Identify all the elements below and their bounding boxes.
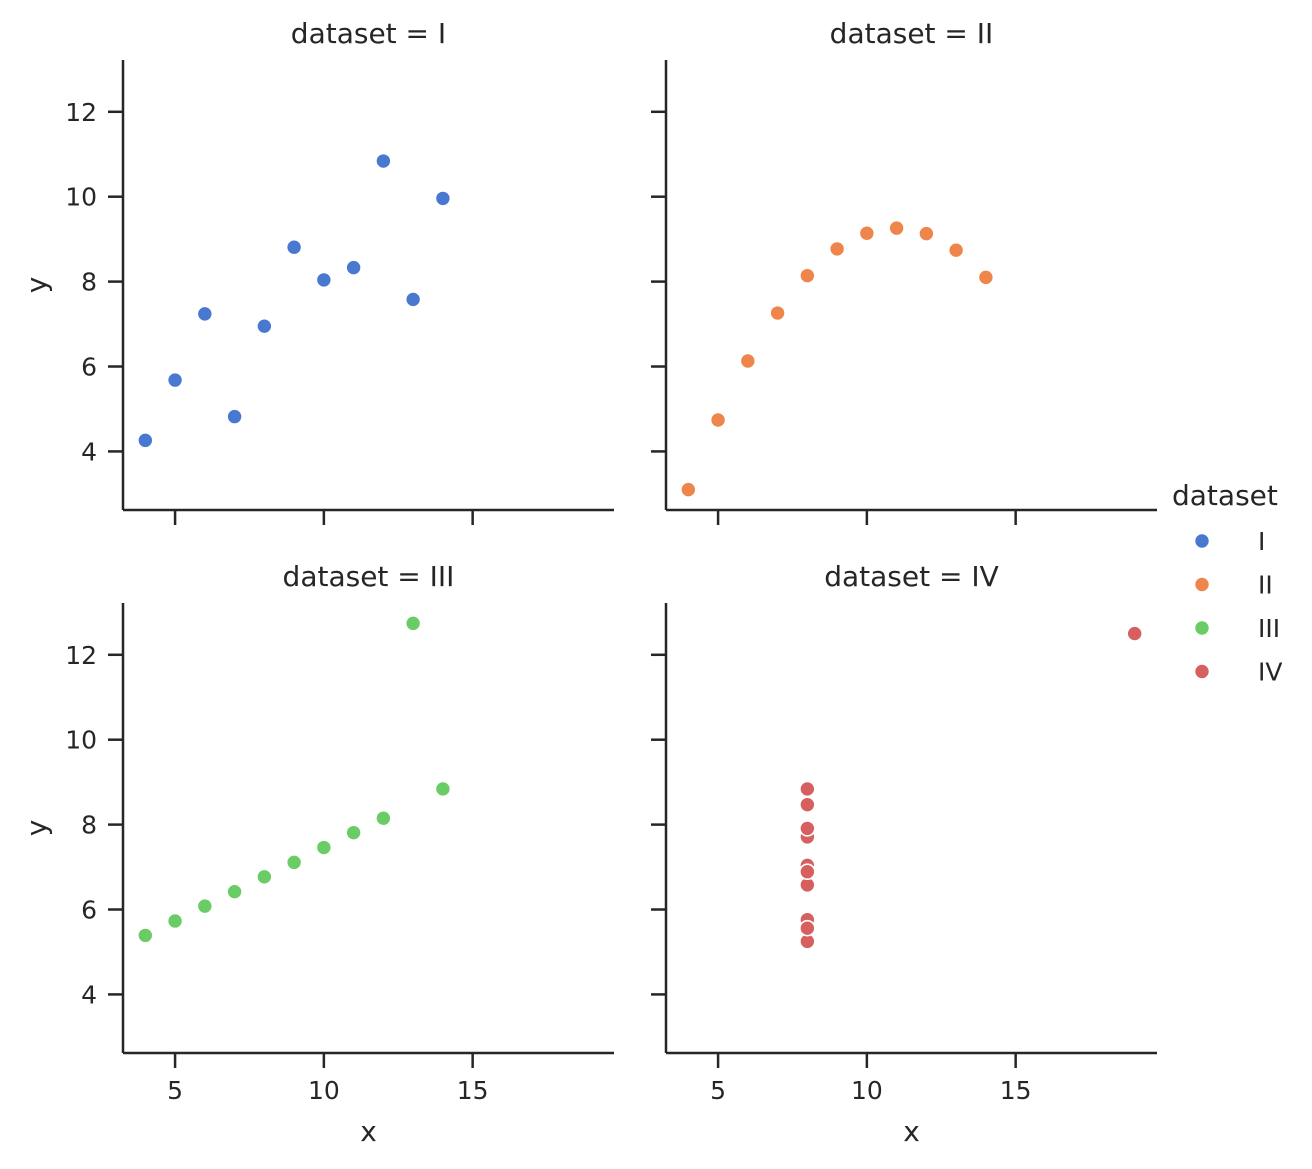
data-point-III — [226, 883, 243, 900]
data-point-II — [918, 225, 935, 242]
data-point-I — [226, 408, 243, 425]
data-point-III — [196, 897, 214, 915]
data-point-III — [434, 780, 452, 798]
data-point-II — [858, 224, 876, 242]
y-tick-label: 8 — [81, 811, 97, 840]
y-tick-label: 12 — [65, 641, 97, 670]
data-point-II — [828, 240, 846, 258]
panel-title: dataset = IV — [824, 560, 999, 593]
data-point-IV — [799, 863, 816, 881]
legend-label: II — [1258, 571, 1273, 600]
data-point-I — [137, 432, 154, 449]
data-point-III — [345, 824, 362, 841]
data-point-I — [404, 291, 422, 308]
data-point-I — [345, 259, 362, 276]
data-point-I — [285, 238, 303, 256]
data-point-II — [947, 241, 965, 259]
data-point-III — [256, 868, 273, 886]
legend-marker-II — [1193, 576, 1211, 593]
y-tick-label: 10 — [65, 183, 97, 212]
data-point-I — [196, 305, 214, 323]
y-tick-label: 10 — [65, 726, 97, 755]
data-point-I — [256, 317, 273, 335]
x-tick-label: 5 — [710, 1076, 726, 1105]
y-tick-label: 12 — [65, 98, 97, 127]
data-point-I — [434, 190, 452, 207]
data-point-I — [315, 271, 333, 289]
data-point-II — [769, 304, 786, 322]
facet-panel-4: dataset = IV 5 10 15 x — [651, 560, 1157, 1148]
data-point-III — [315, 839, 333, 856]
facet-panel-2: dataset = II — [651, 17, 1157, 525]
data-point-I — [375, 152, 392, 170]
y-axis-label: y — [20, 820, 53, 837]
data-point-II — [799, 267, 816, 284]
legend-marker-IV — [1193, 663, 1211, 680]
data-point-II — [709, 411, 727, 429]
data-point-III — [404, 615, 422, 632]
data-point-II — [680, 481, 697, 498]
data-point-I — [166, 371, 184, 389]
data-point-IV — [799, 796, 816, 813]
data-point-III — [137, 927, 154, 944]
facet-panel-3: dataset = III 4 6 8 10 12 5 10 15 y x — [20, 560, 614, 1148]
y-tick-label: 6 — [81, 353, 97, 382]
x-axis-label: x — [360, 1115, 377, 1148]
legend-marker-I — [1193, 532, 1211, 550]
x-tick-label: 10 — [851, 1076, 883, 1105]
data-point-II — [739, 352, 757, 370]
data-point-III — [375, 809, 392, 827]
y-tick-label: 8 — [81, 268, 97, 297]
x-tick-label: 15 — [457, 1076, 489, 1105]
y-tick-label: 4 — [81, 437, 97, 466]
data-point-IV — [799, 780, 816, 798]
data-point-III — [166, 912, 184, 930]
data-point-IV — [1126, 625, 1143, 642]
legend-title: dataset — [1172, 479, 1278, 512]
y-axis-label: y — [20, 277, 53, 294]
facet-panel-1: dataset = I 4 6 8 10 12 y — [20, 17, 614, 525]
y-tick-label: 4 — [81, 980, 97, 1009]
panel-title: dataset = III — [283, 560, 455, 593]
legend-marker-III — [1193, 619, 1211, 637]
x-tick-label: 15 — [1000, 1076, 1032, 1105]
data-point-II — [888, 219, 905, 237]
legend-label: I — [1258, 527, 1265, 556]
data-point-IV — [799, 919, 816, 937]
data-point-IV — [799, 820, 816, 837]
x-axis-label: x — [903, 1115, 920, 1148]
y-tick-label: 6 — [81, 896, 97, 925]
x-tick-label: 5 — [167, 1076, 183, 1105]
x-tick-label: 10 — [308, 1076, 340, 1105]
data-point-III — [285, 854, 303, 871]
legend-label: IV — [1258, 658, 1282, 687]
panel-title: dataset = II — [830, 17, 994, 50]
data-point-II — [977, 269, 995, 286]
panel-title: dataset = I — [291, 17, 446, 50]
legend-label: III — [1258, 614, 1280, 643]
